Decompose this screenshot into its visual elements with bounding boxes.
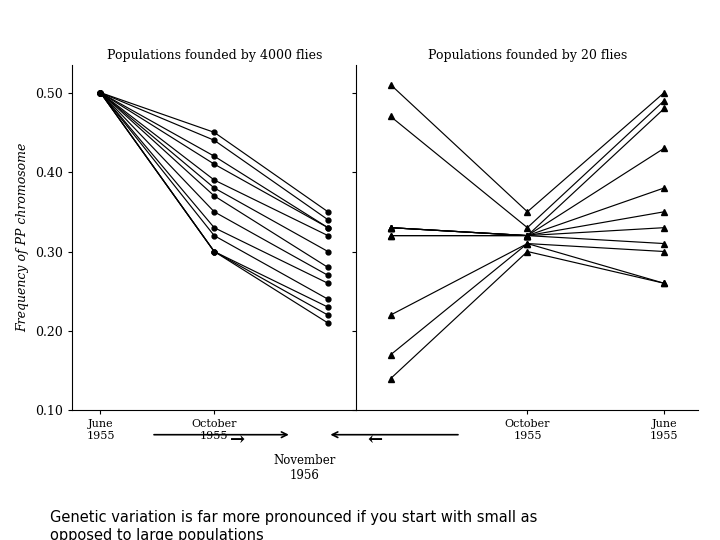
Text: Genetic variation is far more pronounced if you start with small as
opposed to l: Genetic variation is far more pronounced… — [50, 510, 538, 540]
Title: Populations founded by 20 flies: Populations founded by 20 flies — [428, 49, 627, 62]
Text: November
1956: November 1956 — [273, 454, 336, 482]
Text: →: → — [230, 431, 246, 449]
Title: Populations founded by 4000 flies: Populations founded by 4000 flies — [107, 49, 322, 62]
Text: ←: ← — [366, 431, 382, 449]
Y-axis label: Frequency of PP chromosome: Frequency of PP chromosome — [17, 143, 30, 332]
